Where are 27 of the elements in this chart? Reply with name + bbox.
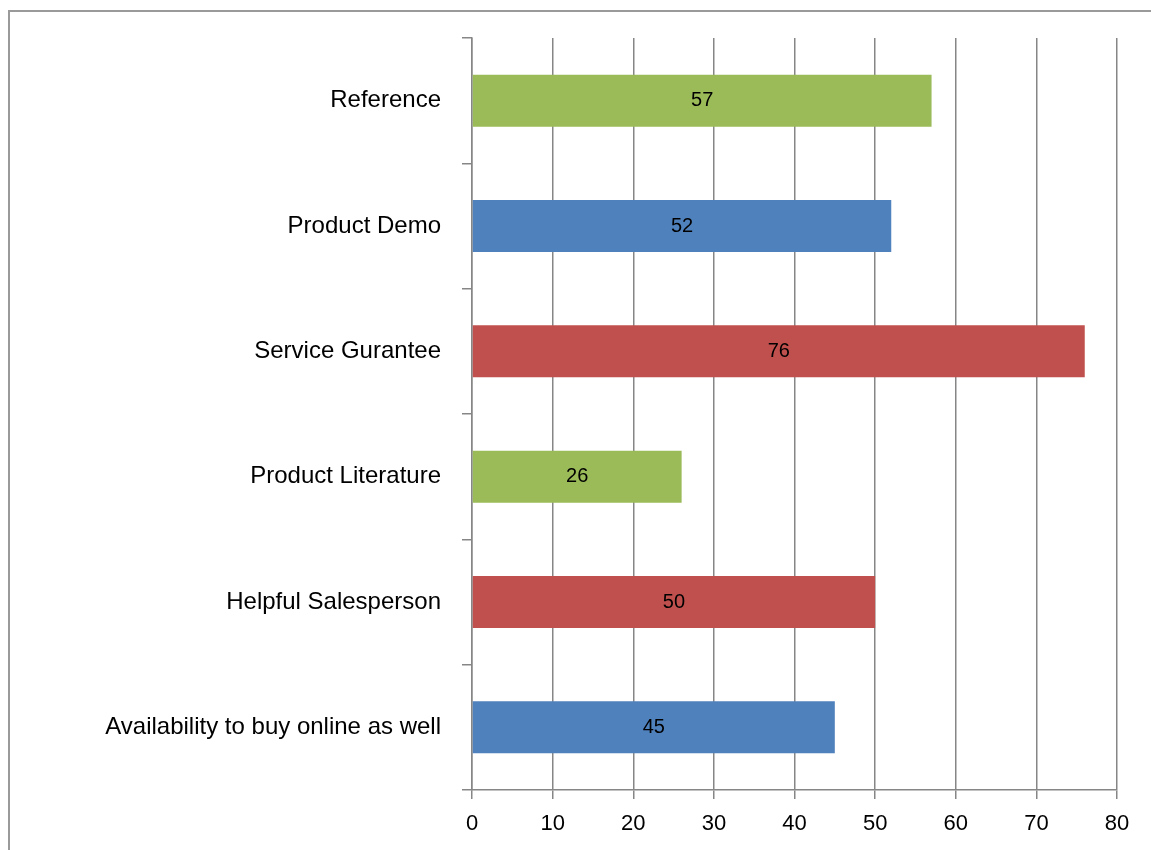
x-tick-label: 10: [540, 810, 565, 836]
bar: [472, 199, 892, 253]
y-tick-label: Reference: [330, 85, 441, 113]
data-label: 45: [642, 714, 665, 737]
data-label: 57: [691, 88, 714, 111]
x-tick-label: 20: [621, 810, 646, 836]
bar: [472, 325, 1085, 378]
data-label: 76: [767, 338, 790, 361]
y-tick-label: Service Gurantee: [254, 335, 441, 363]
x-tick-label: 40: [782, 810, 807, 836]
x-tick-label: 0: [465, 810, 479, 836]
x-tick-label: 70: [1024, 810, 1049, 836]
data-label: 50: [662, 589, 686, 612]
bar: [472, 74, 932, 127]
y-tick-label: Availability to buy online as well: [105, 711, 441, 739]
y-tick-label: Helpful Salesperson: [226, 586, 441, 614]
bar: [472, 575, 876, 629]
bar: [472, 450, 682, 503]
x-tick-label: 30: [701, 810, 727, 836]
data-label: 52: [670, 213, 694, 236]
x-tick-label: 80: [1104, 810, 1130, 836]
y-tick-label: Product Literature: [250, 461, 441, 489]
x-tick-label: 60: [943, 810, 968, 836]
bar: [472, 701, 835, 754]
y-tick-label: Product Demo: [287, 210, 441, 238]
x-tick-label: 50: [862, 810, 888, 836]
data-label: 26: [566, 464, 589, 487]
